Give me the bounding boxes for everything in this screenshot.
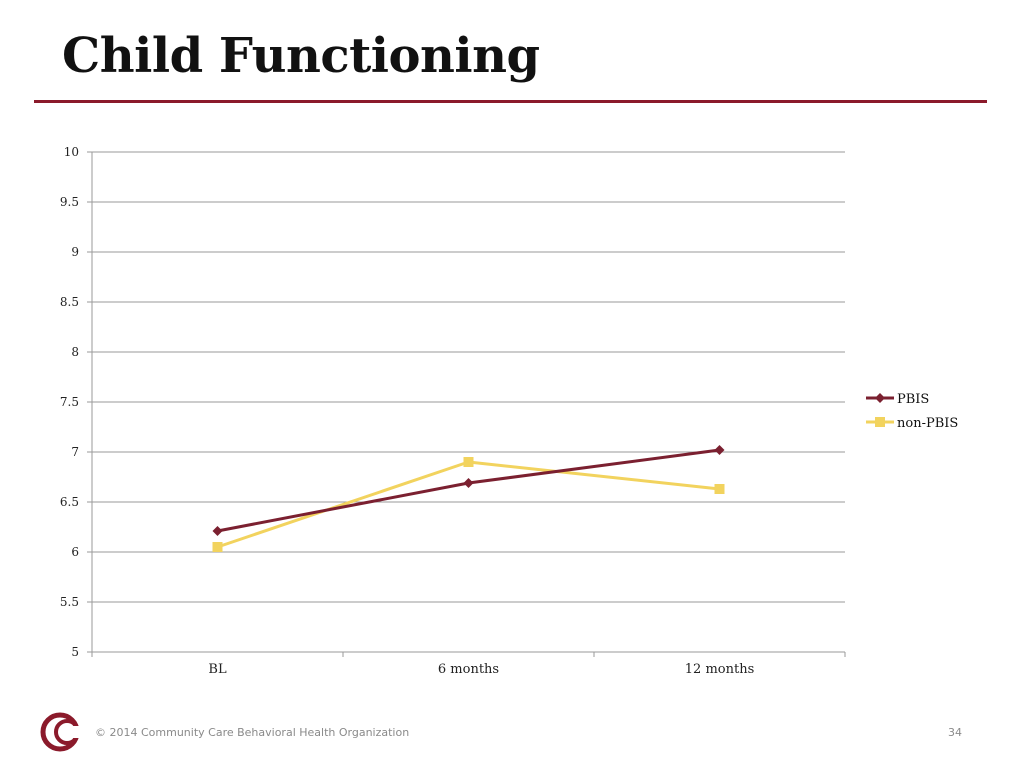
y-tick-label: 7.5: [60, 395, 79, 409]
data-point-pbis: [714, 445, 725, 455]
company-logo: [40, 712, 84, 752]
data-point-pbis: [212, 526, 223, 536]
y-tick-label: 9: [71, 245, 79, 259]
legend-marker-pbis: [875, 393, 885, 403]
y-tick-label: 9.5: [60, 195, 79, 209]
y-tick-label: 6.5: [60, 495, 79, 509]
x-tick-label: 12 months: [685, 662, 754, 677]
x-tick-label: BL: [208, 662, 227, 677]
y-tick-label: 5.5: [60, 595, 79, 609]
y-tick-label: 6: [71, 545, 79, 559]
copyright-footer: © 2014 Community Care Behavioral Health …: [95, 726, 410, 739]
y-tick-label: 8: [71, 345, 79, 359]
legend-label-non-pbis: non-PBIS: [897, 416, 958, 431]
page-title: Child Functioning: [62, 28, 540, 84]
y-tick-label: 5: [71, 645, 79, 659]
y-tick-label: 7: [71, 445, 79, 459]
data-point-non-pbis: [212, 542, 223, 552]
title-divider: [34, 100, 987, 103]
y-tick-label: 8.5: [60, 295, 79, 309]
line-chart: 5 5.5 6 6.5 7 7.5 8 8.5 9 9.5 10 BL 6 months 12 month…: [60, 145, 958, 677]
data-point-pbis: [463, 478, 474, 488]
x-tick-label: 6 months: [438, 662, 499, 677]
legend-marker-non-pbis: [875, 417, 885, 427]
y-tick-label: 10: [64, 145, 79, 159]
data-point-non-pbis: [714, 484, 725, 494]
legend-label-pbis: PBIS: [897, 392, 929, 407]
data-point-non-pbis: [463, 457, 474, 467]
series-line-non-pbis: [217, 460, 720, 549]
page-number: 34: [948, 726, 962, 739]
